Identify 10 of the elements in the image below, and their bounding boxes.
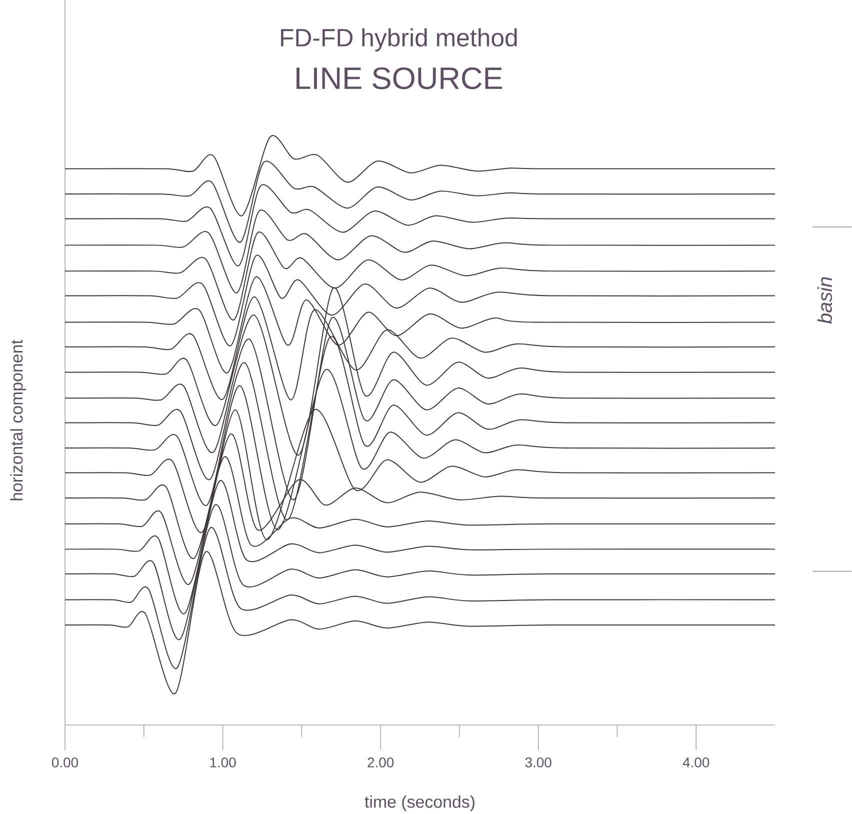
x-tick-label: 2.00 (368, 758, 394, 768)
x-axis-title: time (seconds) (364, 795, 474, 812)
x-tick-label: 4.00 (682, 758, 710, 768)
text: basin (817, 277, 832, 324)
y-axis-title: horizontal component (10, 340, 26, 500)
x-tick-label: 1.00 (210, 758, 236, 768)
x-tick-label: 3.00 (525, 758, 552, 768)
x-tick-label: 0.00 (52, 758, 78, 768)
chart-subtitle: LINE SOURCE (296, 67, 502, 90)
chart-title: FD-FD hybrid method (281, 28, 517, 52)
